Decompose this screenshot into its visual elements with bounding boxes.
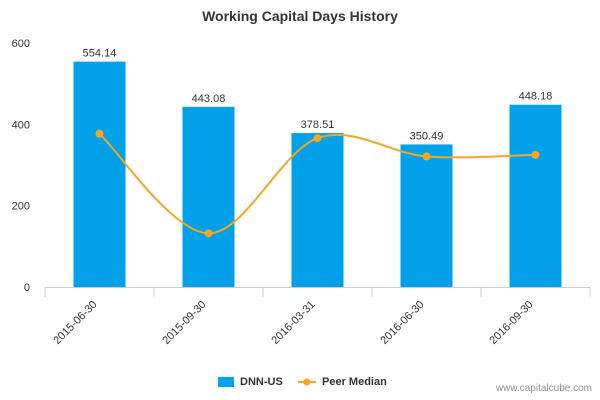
y-tick-label: 600 [12, 38, 30, 50]
peer-median-line [98, 132, 536, 235]
legend-bar-swatch [218, 377, 234, 387]
legend: DNN-US Peer Median [0, 374, 600, 390]
x-tick-label: 2016-06-30 [378, 299, 426, 347]
x-tick-label: 2015-09-30 [160, 299, 208, 347]
peer-median-point-2015-09-30 [204, 229, 213, 238]
watermark: www.capitalcube.com [495, 383, 592, 394]
legend-item-line[interactable]: Peer Median [298, 374, 387, 390]
bar-value-label: 350.49 [410, 130, 444, 142]
y-tick-label: 400 [12, 119, 30, 131]
legend-item-bar[interactable]: DNN-US [218, 374, 283, 390]
x-tick-label: 2015-06-30 [51, 299, 99, 347]
bar-2015-09-30 [182, 106, 235, 287]
peer-median-point-2016-09-30 [531, 150, 540, 159]
chart-title: Working Capital Days History [202, 8, 398, 24]
bar-value-label: 378.51 [301, 119, 335, 131]
bar-2016-09-30 [509, 104, 562, 287]
y-tick-label: 0 [24, 282, 30, 294]
bar-2015-06-30 [73, 61, 126, 287]
bar-value-label: 443.08 [192, 93, 226, 105]
bar-2016-03-31 [291, 133, 344, 287]
x-tick-label: 2016-09-30 [487, 299, 535, 347]
y-tick-label: 200 [12, 201, 30, 213]
bar-2016-06-30 [400, 144, 453, 287]
peer-median-point-2016-03-31 [313, 134, 322, 143]
legend-bar-label: DNN-US [240, 376, 283, 388]
peer-median-point-2016-06-30 [422, 152, 431, 161]
x-tick-label: 2016-03-31 [269, 299, 317, 347]
legend-line-label: Peer Median [322, 376, 387, 388]
bar-value-label: 554.14 [83, 48, 117, 60]
legend-line-swatch [298, 378, 316, 386]
bar-value-label: 448.18 [519, 91, 553, 103]
peer-median-point-2015-06-30 [95, 129, 104, 138]
